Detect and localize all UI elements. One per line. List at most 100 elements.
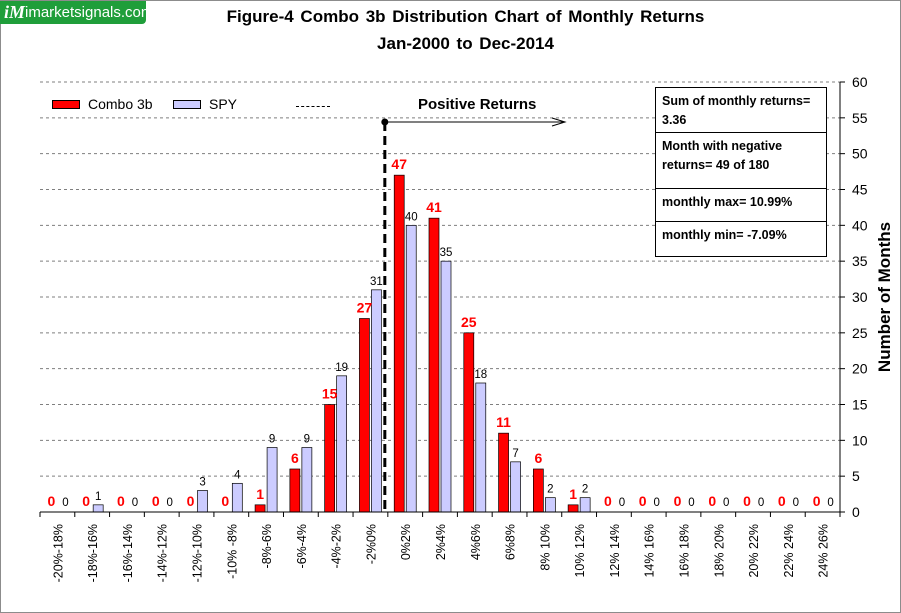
stat-sum: Sum of monthly returns= 3.36 [656,88,826,133]
x-tick-label: -10% -8% [225,524,239,579]
bar-combo [254,504,266,513]
site-logo[interactable]: iM imarketsignals.com [0,1,153,24]
stats-box: Sum of monthly returns= 3.36 Month with … [655,87,827,257]
data-label-combo: 0 [639,493,647,509]
data-label-combo: 25 [461,314,477,330]
stat-min: monthly min= -7.09% [662,228,787,242]
data-label-combo: 1 [569,486,577,502]
data-label-spy: 40 [405,211,418,223]
bar-combo [428,217,440,513]
data-label-combo: 0 [813,493,821,509]
data-label-spy: 0 [793,497,799,509]
data-label-spy: 31 [370,276,383,288]
y-tick-label: 0 [852,504,860,520]
bar-spy [301,447,313,513]
bar-spy [92,504,104,513]
data-label-spy: 1 [95,491,101,503]
positive-returns-arrowhead [551,117,567,127]
x-tick-label: -18%-16% [86,524,100,582]
y-tick-label: 45 [852,182,868,198]
stat-max: monthly max= 10.99% [656,189,826,222]
data-label-spy: 0 [619,497,625,509]
data-label-combo: 11 [496,414,511,430]
data-label-spy: 0 [688,497,694,509]
data-label-spy: 7 [512,448,518,460]
bar-spy [579,497,591,513]
bar-combo [463,332,475,513]
data-label-spy: 4 [234,469,241,481]
bar-spy [475,382,487,513]
chart-subtitle: Jan-2000 to Dec-2014 [377,34,554,53]
positive-returns-label: Positive Returns [418,96,537,113]
bar-spy [544,497,556,513]
bar-spy [266,447,278,513]
data-label-spy: 9 [269,434,275,446]
data-label-combo: 0 [187,493,195,509]
x-tick-label: -6%-4% [295,524,309,568]
x-tick-label: 0%2% [399,524,413,560]
data-label-spy: 0 [827,497,833,509]
x-tick-label: 12% 14% [608,524,622,578]
x-tick-label: 8% 10% [538,524,552,571]
x-tick-label: -8%-6% [260,524,274,568]
bar-spy [197,490,208,513]
data-label-spy: 0 [132,497,138,509]
y-tick-label: 20 [852,361,868,377]
data-label-spy: 35 [440,247,453,259]
x-tick-label: -16%-14% [121,524,135,582]
data-label-combo: 0 [152,493,160,509]
data-label-combo: 6 [534,450,542,466]
x-tick-label: 18% 20% [712,524,726,578]
data-label-combo: 0 [604,493,612,509]
bar-combo [567,504,579,513]
y-tick-label: 40 [852,217,868,233]
y-axis-title: Number of Months [875,222,894,372]
x-tick-label: 4%6% [469,524,483,560]
bar-spy [371,289,382,513]
x-tick-label: 16% 18% [677,524,691,578]
x-tick-label: 24% 26% [817,524,831,578]
x-tick-label: 20% 22% [747,524,761,578]
x-tick-label: 10% 12% [573,524,587,578]
data-label-spy: 0 [723,497,729,509]
y-tick-label: 5 [852,468,860,484]
data-label-spy: 2 [547,484,553,496]
bars [92,174,591,513]
data-label-combo: 6 [291,450,299,466]
bar-combo [532,468,544,513]
x-tick-label: 6%8% [504,524,518,560]
x-tick-label: -12%-10% [191,524,205,582]
x-tick-label: -2%0% [364,524,378,564]
data-label-combo: 0 [778,493,786,509]
stat-negative-months: Month with negative returns= 49 of 180 [656,133,826,189]
data-label-spy: 0 [758,497,764,509]
bar-combo [324,404,336,513]
x-tick-label: 14% 16% [643,524,657,578]
legend-label-spy: SPY [209,96,238,112]
data-label-combo: 1 [256,486,264,502]
y-tick-label: 25 [852,325,868,341]
logo-mark: iM [4,2,26,22]
y-tick-label: 30 [852,289,868,305]
data-label-combo: 0 [221,493,229,509]
chart-title: Figure-4 Combo 3b Distribution Chart of … [226,7,705,26]
bar-spy [405,224,417,513]
data-label-combo: 0 [743,493,751,509]
y-tick-label: 55 [852,110,868,126]
data-label-combo: 0 [117,493,125,509]
x-tick-label: -14%-12% [156,524,170,582]
data-label-spy: 2 [582,484,588,496]
legend-swatch-combo [52,100,80,109]
data-label-combo: 0 [47,493,55,509]
y-tick-label: 15 [852,397,868,413]
bar-combo [498,432,509,513]
data-label-combo: 0 [674,493,682,509]
grid-lines [40,81,840,477]
x-tick-label: 2%4% [434,524,448,560]
data-label-spy: 0 [167,497,173,509]
x-tick-label: -20%-18% [51,524,65,582]
data-label-spy: 3 [199,477,205,489]
